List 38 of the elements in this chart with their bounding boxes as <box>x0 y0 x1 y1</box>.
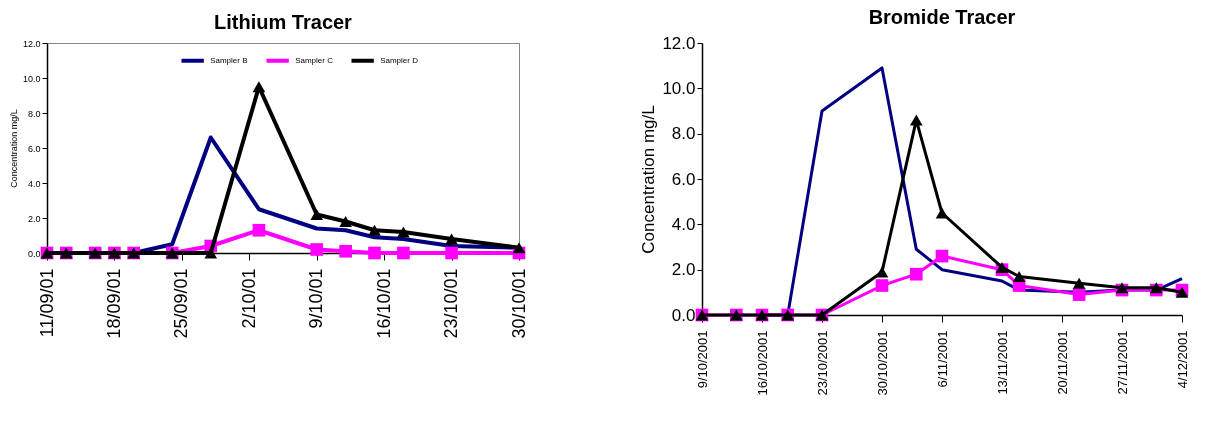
x-tick-label: 2/10/01 <box>238 268 259 329</box>
x-tick-label: 9/10/01 <box>306 268 327 329</box>
x-tick-label: 23/10/01 <box>441 268 462 339</box>
y-tick-label: 12.0 <box>22 38 41 49</box>
x-tick-label: 30/10/2001 <box>874 330 890 396</box>
y-tick-label: 8.0 <box>671 124 696 144</box>
y-axis-title: Concentration mg/L <box>8 109 19 188</box>
x-tick-label: 16/10/2001 <box>754 330 770 396</box>
y-tick-label: 0.0 <box>27 248 41 259</box>
x-tick-label: 6/11/2001 <box>934 330 950 388</box>
y-axis-title: Concentration mg/L <box>639 105 659 254</box>
x-tick-label: 18/09/01 <box>103 268 124 339</box>
chart-title: Bromide Tracer <box>868 6 1016 28</box>
x-tick-label: 20/11/2001 <box>1054 330 1070 395</box>
y-tick-label: 0.0 <box>671 305 696 325</box>
x-tick-label: 13/11/2001 <box>994 330 1010 395</box>
legend-label: Sampler B <box>210 55 248 65</box>
y-tick-label: 2.0 <box>671 260 696 280</box>
x-tick-label: 11/09/01 <box>36 268 57 338</box>
y-tick-label: 10.0 <box>662 78 696 98</box>
y-tick-label: 12.0 <box>662 33 696 53</box>
legend-label: Sampler D <box>380 55 419 65</box>
y-tick-label: 6.0 <box>671 169 696 189</box>
y-tick-label: 10.0 <box>22 73 41 84</box>
x-tick-label: 23/10/2001 <box>814 330 830 396</box>
x-tick-label: 9/10/2001 <box>694 330 710 389</box>
x-tick-label: 25/09/01 <box>171 268 192 339</box>
x-tick-label: 30/10/01 <box>508 268 529 339</box>
legend-label: Sampler C <box>295 55 334 65</box>
y-tick-label: 2.0 <box>27 213 41 224</box>
x-tick-label: 27/11/2001 <box>1114 330 1130 395</box>
y-tick-label: 8.0 <box>27 108 41 119</box>
x-tick-label: 4/12/2001 <box>1174 330 1190 389</box>
y-tick-label: 4.0 <box>671 214 696 234</box>
chart-title: Lithium Tracer <box>214 11 353 33</box>
y-tick-label: 6.0 <box>27 143 41 154</box>
y-tick-label: 4.0 <box>27 178 41 189</box>
x-tick-label: 16/10/01 <box>373 268 394 339</box>
